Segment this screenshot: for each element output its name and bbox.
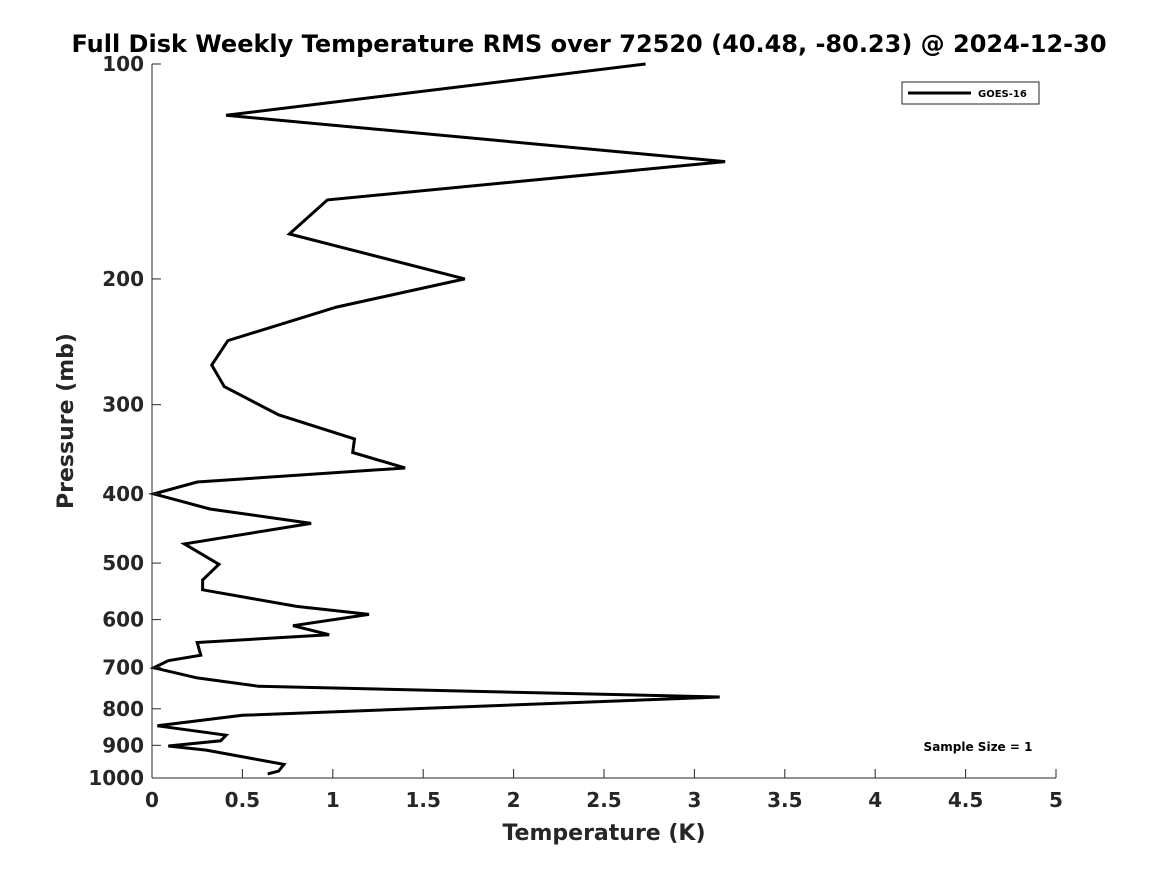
series-line-goes-16 <box>148 62 726 776</box>
chart-title: Full Disk Weekly Temperature RMS over 72… <box>71 30 1106 58</box>
y-tick-label: 100 <box>102 52 144 76</box>
x-tick-label: 5 <box>1049 788 1063 812</box>
y-tick-label: 700 <box>102 655 144 679</box>
sample-size-annotation: Sample Size = 1 <box>924 740 1033 754</box>
plot-area <box>148 62 726 776</box>
x-tick-label: 0.5 <box>225 788 260 812</box>
y-tick-label: 1000 <box>88 766 144 790</box>
y-tick-label: 200 <box>102 267 144 291</box>
y-tick-label: 800 <box>102 697 144 721</box>
y-axis-label: Pressure (mb) <box>54 333 79 509</box>
y-tick-label: 400 <box>102 482 144 506</box>
x-tick-label: 2.5 <box>586 788 621 812</box>
axes <box>151 64 1056 779</box>
x-ticks: 0 0.5 1 1.5 2 2.5 3 3.5 4 4.5 5 <box>145 769 1063 812</box>
x-tick-label: 4 <box>868 788 882 812</box>
x-tick-label: 3 <box>687 788 701 812</box>
x-tick-label: 4.5 <box>948 788 983 812</box>
x-tick-label: 3.5 <box>767 788 802 812</box>
y-tick-label: 300 <box>102 393 144 417</box>
y-tick-label: 600 <box>102 608 144 632</box>
x-axis-label: Temperature (K) <box>502 821 705 846</box>
x-tick-label: 2 <box>507 788 521 812</box>
x-tick-label: 1 <box>326 788 340 812</box>
x-tick-label: 1.5 <box>405 788 440 812</box>
x-tick-label: 0 <box>145 788 159 812</box>
y-tick-label: 500 <box>102 551 144 575</box>
legend-label-goes-16: GOES-16 <box>978 89 1027 100</box>
legend: GOES-16 <box>901 81 1040 105</box>
y-ticks: 100 200 300 400 500 600 700 800 900 1000 <box>88 52 161 790</box>
y-tick-label: 900 <box>102 733 144 757</box>
